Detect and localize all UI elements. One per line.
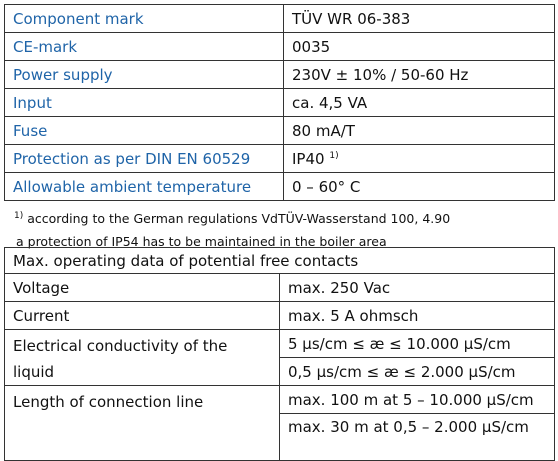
- header-row: Max. operating data of potential free co…: [4, 247, 555, 274]
- value-text: 0 – 60° C: [292, 177, 361, 196]
- row-value: 0,5 µs/cm ≤ æ ≤ 2.000 µS/cm: [279, 357, 555, 386]
- value-text: 0035: [292, 37, 331, 56]
- table-row: max. 30 m at 0,5 – 2.000 µS/cm: [5, 413, 555, 461]
- row-value: max. 250 Vac: [279, 273, 555, 302]
- table-row: Protection as per DIN EN 60529 IP40 1): [4, 144, 555, 173]
- value-text: 80 mA/T: [292, 121, 355, 140]
- row-label: Power supply: [4, 60, 284, 89]
- row-value: IP40 1): [283, 144, 555, 173]
- spec-table: Component mark TÜV WR 06-383 CE-mark 0035 Po…: [4, 4, 555, 201]
- row-value: max. 5 A ohmsch: [279, 301, 555, 330]
- row-label: CE-mark: [4, 32, 284, 61]
- row-label: Allowable ambient temperature: [4, 172, 284, 201]
- row-value: 80 mA/T: [283, 116, 555, 145]
- row-value: TÜV WR 06-383: [283, 4, 555, 33]
- footnote-text: a protection of IP54 has to be maintaine…: [16, 234, 387, 250]
- table-row: Current max. 5 A ohmsch: [4, 301, 555, 330]
- table-row: Voltage max. 250 Vac: [4, 273, 555, 302]
- table-row: Input ca. 4,5 VA: [4, 88, 555, 117]
- row-value: max. 30 m at 0,5 – 2.000 µS/cm: [279, 413, 555, 461]
- contacts-table: Max. operating data of potential free co…: [4, 247, 555, 461]
- table-row: CE-mark 0035: [4, 32, 555, 61]
- footnote: 1) according to the German regulations V…: [14, 205, 450, 253]
- table-row: Allowable ambient temperature 0 – 60° C: [4, 172, 555, 201]
- footnote-line: 1) according to the German regulations V…: [14, 205, 450, 230]
- value-text: 230V ± 10% / 50-60 Hz: [292, 65, 469, 84]
- table-row: Power supply 230V ± 10% / 50-60 Hz: [4, 60, 555, 89]
- row-label: Fuse: [4, 116, 284, 145]
- table-row: Component mark TÜV WR 06-383: [4, 4, 555, 33]
- note-mark: 1): [329, 150, 339, 161]
- footnote-text: according to the German regulations VdTÜ…: [27, 211, 451, 227]
- row-value: 5 µs/cm ≤ æ ≤ 10.000 µS/cm: [279, 329, 555, 358]
- row-label: Length of connection line: [4, 385, 280, 461]
- value-text: IP40: [292, 149, 325, 168]
- table-row: 0,5 µs/cm ≤ æ ≤ 2.000 µS/cm: [5, 357, 555, 386]
- row-label: Component mark: [4, 4, 284, 33]
- row-label: Electrical conductivity of the liquid: [4, 329, 280, 386]
- row-value: 0 – 60° C: [283, 172, 555, 201]
- table-row: Electrical conductivity of the liquid 5 µ…: [4, 329, 555, 386]
- row-label: Protection as per DIN EN 60529: [4, 144, 284, 173]
- table-row: Length of connection line max. 100 m at 5…: [4, 385, 555, 461]
- footnote-mark: 1): [14, 211, 24, 221]
- row-value: 230V ± 10% / 50-60 Hz: [283, 60, 555, 89]
- row-label: Current: [4, 301, 280, 330]
- row-value: 0035: [283, 32, 555, 61]
- value-text: ca. 4,5 VA: [292, 93, 368, 112]
- row-label: Input: [4, 88, 284, 117]
- value-text: TÜV WR 06-383: [292, 9, 411, 28]
- header-cell: Max. operating data of potential free co…: [4, 247, 555, 274]
- row-value: max. 100 m at 5 – 10.000 µS/cm: [279, 385, 555, 414]
- table-row: Fuse 80 mA/T: [4, 116, 555, 145]
- row-value: ca. 4,5 VA: [283, 88, 555, 117]
- row-label: Voltage: [4, 273, 280, 302]
